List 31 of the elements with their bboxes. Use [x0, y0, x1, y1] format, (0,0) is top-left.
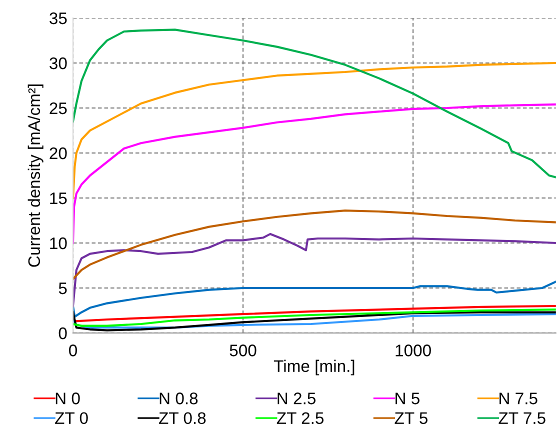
y-tick-label: 25 — [50, 102, 67, 114]
y-tick-label: 30 — [50, 57, 67, 70]
y-axis-title: Current density [mA/cm²] — [28, 84, 44, 267]
y-tick-label: 35 — [50, 12, 67, 24]
legend-label: ZT 0 — [55, 412, 88, 424]
x-tick-label: 0 — [69, 344, 77, 356]
y-tick-label: 0 — [58, 327, 67, 340]
legend-label: N 0.8 — [160, 392, 198, 404]
x-tick-label: 500 — [230, 344, 256, 356]
line-series — [73, 280, 556, 318]
y-tick-label: 20 — [50, 147, 67, 160]
legend-label: N 5 — [396, 392, 420, 404]
legend-label: N 7.5 — [500, 392, 538, 404]
line-series — [73, 103, 556, 244]
legend-label: ZT 7.5 — [498, 412, 546, 424]
line-series — [73, 210, 556, 280]
line-series — [73, 304, 556, 322]
y-tick-label: 10 — [50, 237, 67, 250]
line-series — [73, 232, 556, 308]
legend-label: N 2.5 — [278, 392, 316, 404]
y-tick-label: 5 — [58, 282, 67, 294]
legend-label: ZT 2.5 — [276, 412, 324, 424]
legend-label: N 0 — [56, 392, 80, 404]
legend-label: ZT 5 — [394, 412, 428, 424]
line-series — [73, 28, 556, 178]
x-axis-title: Time [min.] — [274, 360, 354, 376]
y-tick-label: 15 — [50, 192, 67, 204]
legend-label: ZT 0.8 — [159, 412, 206, 424]
line-series — [73, 308, 556, 327]
line-series — [73, 62, 556, 200]
x-tick-label: 1000 — [396, 344, 431, 356]
